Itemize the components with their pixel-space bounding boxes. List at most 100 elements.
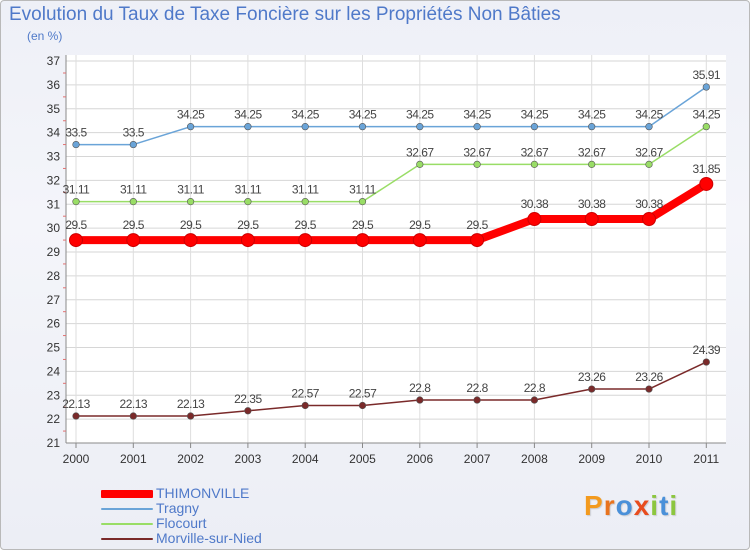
data-label: 29.5 xyxy=(295,218,317,232)
data-point xyxy=(588,160,596,168)
y-tick-label: 24 xyxy=(47,364,61,378)
data-point xyxy=(702,358,710,366)
data-label: 31.11 xyxy=(63,183,90,197)
y-tick-label: 32 xyxy=(47,173,61,187)
x-tick-label: 2007 xyxy=(464,452,491,466)
y-tick-label: 22 xyxy=(47,412,61,426)
logo-letter: P xyxy=(584,490,604,521)
data-label: 22.57 xyxy=(349,387,377,401)
data-point xyxy=(301,123,309,131)
data-point xyxy=(527,212,542,227)
data-label: 33.5 xyxy=(123,126,145,140)
data-label: 22.8 xyxy=(466,381,488,395)
data-point xyxy=(473,160,481,168)
data-point xyxy=(72,198,80,206)
data-label: 32.67 xyxy=(463,145,491,159)
data-label: 29.5 xyxy=(237,218,259,232)
data-label: 22.13 xyxy=(120,397,148,411)
data-point xyxy=(240,233,255,248)
data-point xyxy=(473,123,481,131)
data-label: 34.25 xyxy=(349,108,377,122)
data-point xyxy=(530,160,539,168)
data-label: 32.67 xyxy=(635,145,663,159)
series-line-flocourt xyxy=(75,125,708,203)
data-label: 32.67 xyxy=(521,145,549,159)
data-point xyxy=(702,83,710,91)
legend-label: THIMONVILLE xyxy=(156,485,250,501)
logo-letter: x xyxy=(633,490,651,521)
legend-swatch xyxy=(101,538,153,540)
x-tick-label: 2004 xyxy=(292,452,319,466)
data-label: 29.5 xyxy=(409,218,431,232)
data-point xyxy=(416,160,424,168)
y-tick-label: 23 xyxy=(47,388,61,402)
data-label: 34.25 xyxy=(578,108,606,122)
data-point xyxy=(416,123,424,131)
data-point xyxy=(645,160,653,168)
data-point xyxy=(72,140,80,149)
proxiti-logo: Proxiti xyxy=(584,490,678,522)
x-tick-label: 2009 xyxy=(578,452,605,466)
logo-letter: i xyxy=(669,490,679,521)
data-label: 30.38 xyxy=(635,197,663,211)
legend-swatch xyxy=(101,490,153,498)
data-point xyxy=(72,412,80,420)
data-point xyxy=(355,233,370,248)
data-point xyxy=(129,412,137,420)
chart-subtitle: (en %) xyxy=(27,29,63,43)
y-tick-label: 31 xyxy=(47,197,61,211)
data-label: 35.91 xyxy=(693,68,721,82)
data-point xyxy=(470,233,485,248)
data-label: 23.26 xyxy=(578,370,606,384)
y-tick-label: 36 xyxy=(47,78,61,92)
y-tick-label: 27 xyxy=(47,293,61,307)
data-label: 22.8 xyxy=(409,381,431,395)
y-tick-label: 28 xyxy=(47,269,61,283)
data-point xyxy=(69,233,83,248)
data-label: 34.25 xyxy=(635,108,663,122)
y-tick-label: 29 xyxy=(47,245,61,259)
data-label: 33.5 xyxy=(65,126,87,140)
data-point xyxy=(183,233,198,248)
y-tick-label: 30 xyxy=(47,221,61,235)
y-tick-label: 33 xyxy=(47,150,61,164)
data-point xyxy=(244,198,252,206)
data-point xyxy=(244,407,252,415)
data-point xyxy=(298,233,313,248)
data-label: 30.38 xyxy=(521,197,549,211)
data-point xyxy=(584,212,599,227)
data-point xyxy=(702,123,710,131)
series-line-morville-sur-nied xyxy=(75,361,708,417)
data-point xyxy=(187,123,195,131)
data-label: 29.5 xyxy=(65,218,87,232)
data-point xyxy=(187,198,195,206)
x-tick-label: 2000 xyxy=(63,452,90,466)
data-label: 31.85 xyxy=(693,162,721,176)
logo-letter: o xyxy=(615,490,634,521)
data-label: 29.5 xyxy=(123,218,145,232)
data-point xyxy=(358,123,367,131)
data-label: 22.57 xyxy=(291,387,319,401)
chart-title: Evolution du Taux de Taxe Foncière sur l… xyxy=(9,4,561,25)
data-label: 31.11 xyxy=(235,183,262,197)
data-point xyxy=(301,198,309,206)
data-label: 22.8 xyxy=(524,381,546,395)
y-tick-label: 21 xyxy=(47,436,61,450)
y-tick-label: 35 xyxy=(47,102,61,116)
data-label: 34.25 xyxy=(521,108,549,122)
legend-swatch xyxy=(101,508,153,510)
data-point xyxy=(645,385,653,393)
data-label: 23.26 xyxy=(635,370,663,384)
data-label: 24.39 xyxy=(693,343,721,357)
data-label: 34.25 xyxy=(234,108,262,122)
y-tick-label: 25 xyxy=(47,341,61,355)
data-label: 32.67 xyxy=(578,145,606,159)
data-point xyxy=(244,123,252,131)
x-tick-label: 2011 xyxy=(693,452,719,466)
logo-letter: t xyxy=(659,490,670,521)
data-label: 22.35 xyxy=(234,392,262,406)
data-label: 29.5 xyxy=(352,218,374,232)
x-tick-label: 2003 xyxy=(235,452,262,466)
data-point xyxy=(642,212,656,227)
